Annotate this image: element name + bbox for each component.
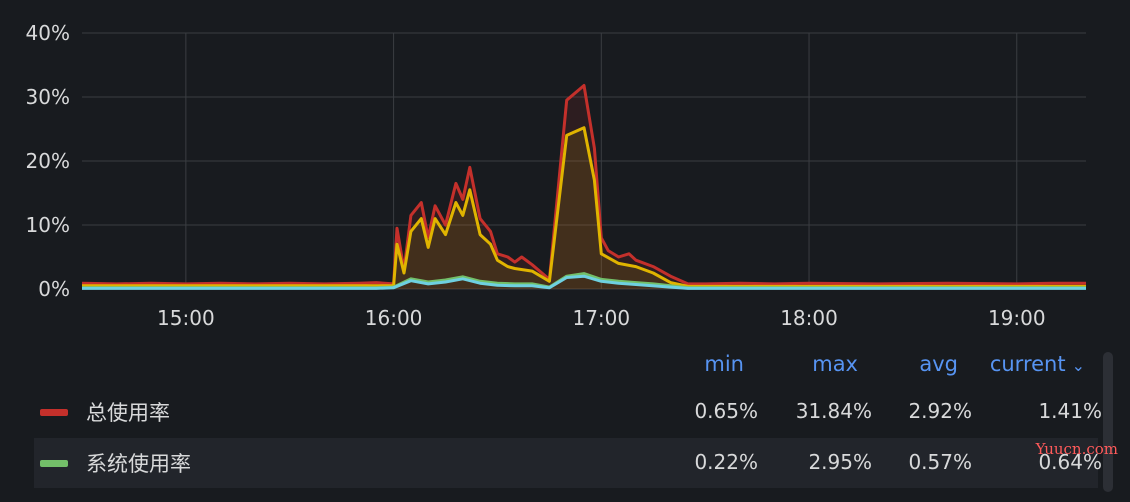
watermark: Yuucn.com <box>1035 440 1118 458</box>
legend-max-value: 2.95% <box>808 450 872 474</box>
legend-current-value: 0.64% <box>1038 450 1102 474</box>
chevron-down-icon: ⌄ <box>1071 356 1085 375</box>
series-name: 总使用率 <box>86 401 170 425</box>
series-color-swatch <box>40 460 68 467</box>
legend-header-avg[interactable]: avg <box>919 352 958 376</box>
chart-panel: 0% 10% 20% 30% 40% 15:00 16:00 17:00 18:00 19:00 <box>0 0 1130 340</box>
y-tick-label: 30% <box>26 85 70 109</box>
series-color-swatch <box>40 409 68 416</box>
x-tick-label: 16:00 <box>365 306 423 330</box>
series-name: 系统使用率 <box>86 452 191 476</box>
series-line <box>82 126 1086 288</box>
series-area <box>82 85 1086 289</box>
legend-min-value: 0.65% <box>694 399 758 423</box>
legend-avg-value: 2.92% <box>908 399 972 423</box>
series-area <box>82 127 1086 289</box>
y-tick-label: 10% <box>26 213 70 237</box>
legend-row[interactable]: 系统使用率 0.22% 2.95% 0.57% 0.64% <box>34 438 1102 488</box>
x-tick-label: 18:00 <box>780 306 838 330</box>
series-line <box>82 274 1086 290</box>
legend-header-current-label: current <box>989 352 1066 376</box>
legend-header: min max avg current ⌄ <box>0 352 1100 382</box>
line-chart[interactable]: 0% 10% 20% 30% 40% 15:00 16:00 17:00 18:00 19:00 <box>0 0 1130 340</box>
x-tick-label: 19:00 <box>988 306 1046 330</box>
legend-header-current[interactable]: current ⌄ <box>970 352 1085 376</box>
legend-row[interactable]: 总使用率 0.65% 31.84% 2.92% 1.41% <box>34 387 1102 437</box>
legend-header-max[interactable]: max <box>812 352 858 376</box>
y-tick-label: 0% <box>38 277 70 301</box>
series-line <box>82 272 1086 290</box>
y-tick-label: 20% <box>26 149 70 173</box>
legend-scrollbar[interactable] <box>1103 352 1113 492</box>
legend-header-min[interactable]: min <box>704 352 744 376</box>
y-tick-label: 40% <box>26 21 70 45</box>
legend-min-value: 0.22% <box>694 450 758 474</box>
legend-avg-value: 0.57% <box>908 450 972 474</box>
series-line <box>81 84 1086 286</box>
legend-max-value: 31.84% <box>795 399 872 423</box>
x-tick-label: 15:00 <box>157 306 215 330</box>
x-tick-label: 17:00 <box>572 306 630 330</box>
legend-current-value: 1.41% <box>1038 399 1102 423</box>
